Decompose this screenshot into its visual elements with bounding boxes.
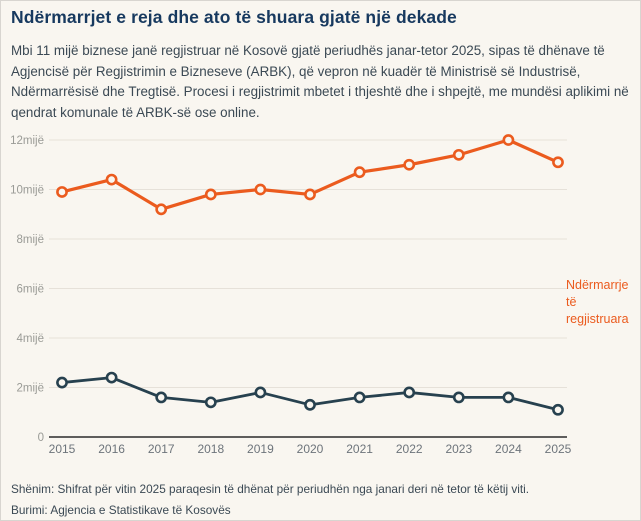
data-point-marker <box>105 173 118 186</box>
data-point-marker <box>452 148 465 161</box>
line-chart: 0 2mijë 4mijë 6mijë 8mijë 10mijë 12mijë 2015 201… <box>1 127 640 461</box>
y-tick-label: 12mijë <box>10 135 44 147</box>
data-point-marker <box>304 398 316 411</box>
x-tick-label: 2018 <box>197 442 224 456</box>
data-point-marker <box>56 376 68 389</box>
y-tick-label: 2mijë <box>17 383 44 395</box>
data-point-marker <box>155 203 168 216</box>
x-tick-label: 2021 <box>346 442 373 456</box>
data-point-marker <box>254 386 267 399</box>
y-tick-label: 4mijë <box>17 333 44 345</box>
data-point-marker <box>155 391 168 404</box>
y-tick-label: 6mijë <box>17 284 44 296</box>
data-point-marker <box>403 158 416 171</box>
data-point-marker <box>552 403 564 416</box>
intro-paragraph: Mbi 11 mijë biznese janë regjistruar në … <box>11 43 629 120</box>
data-point-marker <box>105 371 118 384</box>
x-tick-label: 2022 <box>396 442 423 456</box>
data-point-marker <box>353 166 366 179</box>
y-tick-label: 0 <box>38 432 44 444</box>
source-credit: Burimi: Agjencia e Statistikave të Kosov… <box>11 503 231 517</box>
data-point-marker <box>204 188 217 201</box>
x-tick-label: 2023 <box>445 442 472 456</box>
data-point-marker <box>552 156 564 169</box>
data-point-marker <box>254 183 267 196</box>
legend-registered: Ndërmarrje të regjistruara <box>566 278 629 326</box>
y-tick-label: 10mijë <box>10 185 44 197</box>
x-tick-label: 2024 <box>495 442 522 456</box>
data-point-marker <box>304 188 316 201</box>
footnote: Shënim: Shifrat për vitin 2025 paraqesin… <box>11 482 530 496</box>
x-tick-label: 2020 <box>297 442 324 456</box>
x-tick-label: 2025 <box>545 442 572 456</box>
x-tick-label: 2017 <box>148 442 175 456</box>
data-point-marker <box>403 386 416 399</box>
chart-canvas: 0 2mijë 4mijë 6mijë 8mijë 10mijë 12mijë 2015 201… <box>10 134 572 456</box>
data-point-marker <box>56 186 68 198</box>
data-point-marker <box>353 391 366 404</box>
x-tick-label: 2019 <box>247 442 274 456</box>
data-point-marker <box>204 396 217 409</box>
y-tick-label: 8mijë <box>17 234 44 246</box>
data-point-marker <box>452 391 465 404</box>
page-title: Ndërmarrjet e reja dhe ato të shuara gja… <box>11 7 457 27</box>
x-tick-label: 2016 <box>98 442 125 456</box>
x-tick-label: 2015 <box>49 442 76 456</box>
data-point-marker <box>502 134 515 146</box>
data-point-marker <box>502 391 515 404</box>
